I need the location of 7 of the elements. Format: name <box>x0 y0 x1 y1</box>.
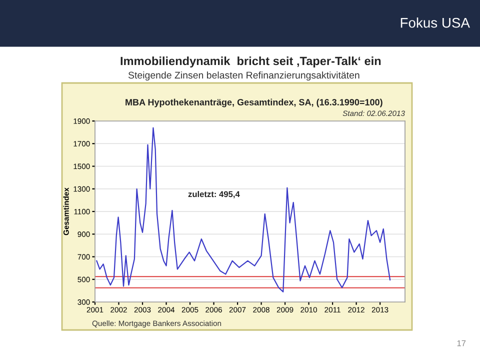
chart-subtitle: Steigende Zinsen belasten Refinanzierungsaktivitäten <box>128 71 360 81</box>
text: Fokus USA <box>400 18 470 28</box>
annotation: zuletzt: 495,4 <box>188 190 240 198</box>
chart-title: Immobiliendynamik bricht seit ‚Taper-Talk‘ ein <box>120 56 381 68</box>
text: MBA Hypothekenanträge, Gesamtindex, SA, (16.3.1990=100) <box>126 98 382 108</box>
text: 17 <box>457 340 466 346</box>
line-series <box>96 127 391 292</box>
